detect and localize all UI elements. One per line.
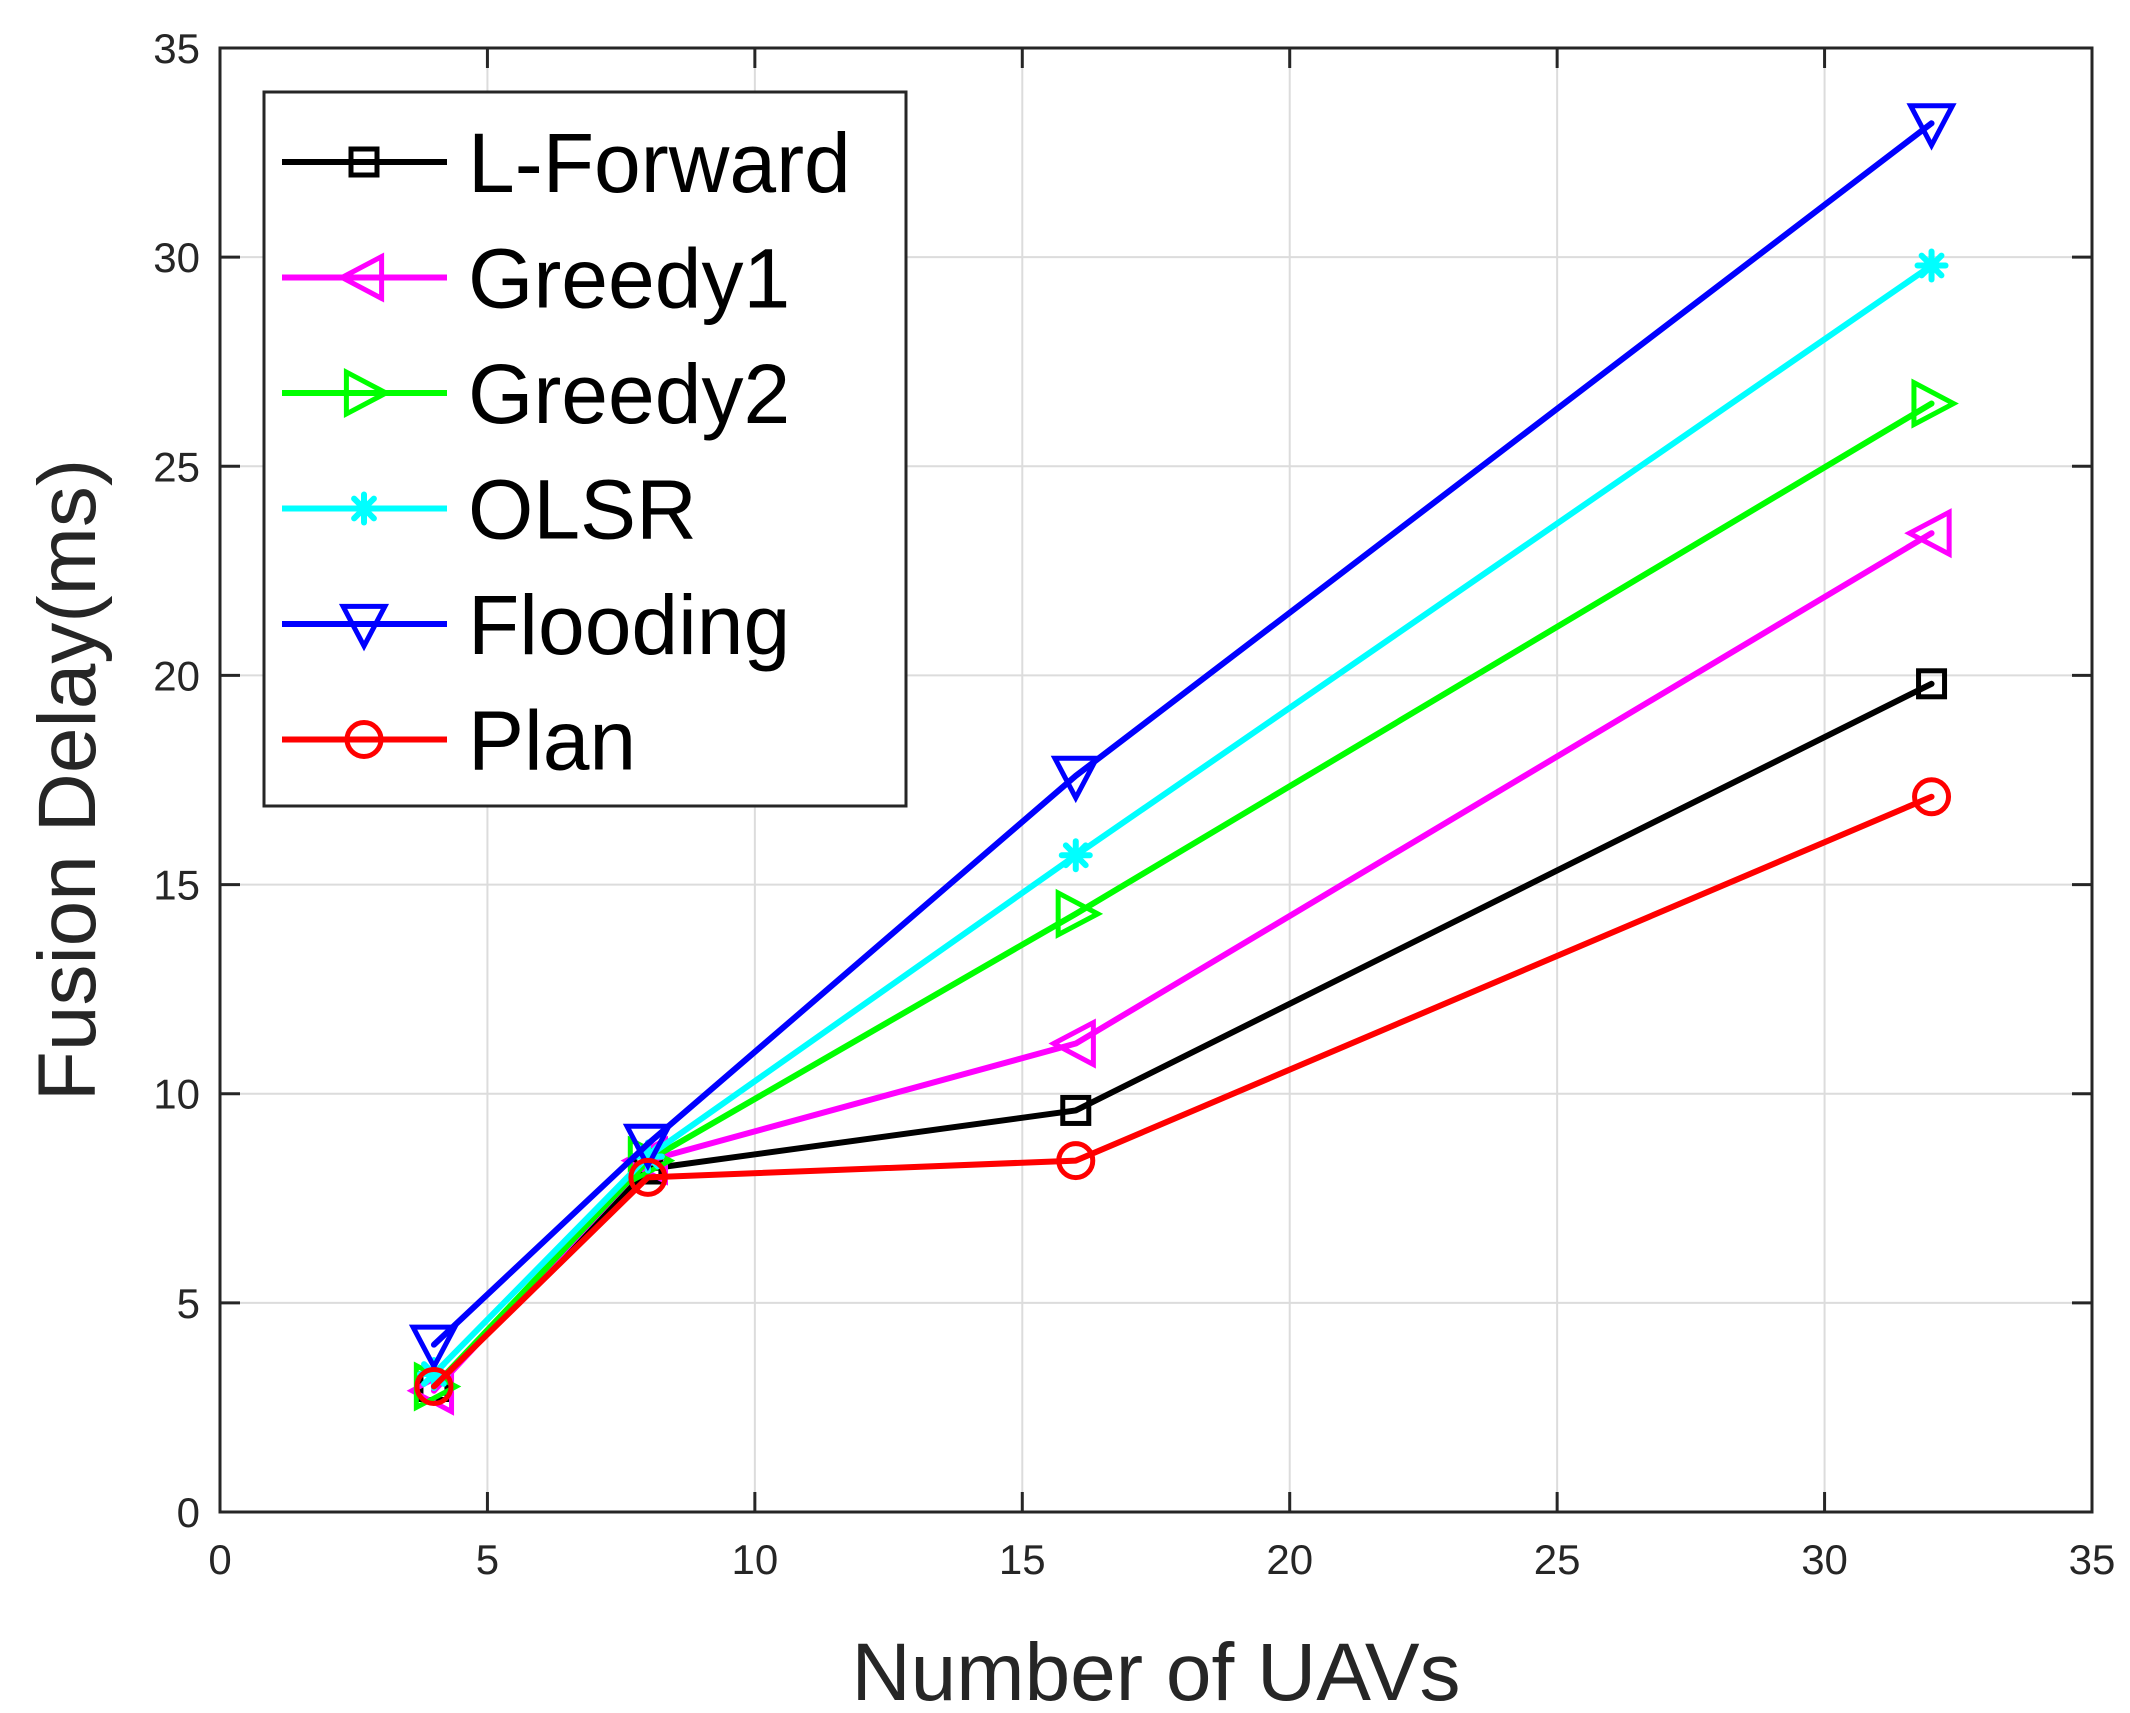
legend-label-flooding: Flooding <box>468 578 790 672</box>
legend-marker-olsr <box>347 491 381 526</box>
marker-center <box>1068 848 1083 863</box>
legend-marker-flooding <box>338 603 390 652</box>
x-tick-label: 20 <box>1266 1536 1313 1583</box>
data-point-l-forward <box>1916 668 1948 700</box>
legend: L-Forward Greedy1 Greedy2 OLSR Flooding Plan <box>262 90 908 808</box>
data-point-flooding <box>622 1123 673 1172</box>
plot-frame <box>218 46 2094 1514</box>
series-line-greedy2 <box>430 400 1935 1390</box>
legend-box <box>262 90 908 808</box>
series-flooding <box>408 103 1957 1373</box>
x-tick-label: 30 <box>1801 1536 1848 1583</box>
series-line-olsr <box>430 262 1935 1377</box>
legend-entry-plan: Plan <box>282 694 636 788</box>
y-tick-label: 30 <box>153 234 200 281</box>
legend-label-olsr: OLSR <box>468 463 697 557</box>
y-tick-label: 5 <box>177 1280 200 1327</box>
x-axis-title: Number of UAVs <box>851 1627 1460 1713</box>
data-point-plan <box>628 1157 668 1197</box>
data-point-plan <box>414 1367 454 1407</box>
data-point-greedy2 <box>1911 378 1959 429</box>
x-tick-label: 15 <box>999 1536 1046 1583</box>
data-point-olsr <box>1058 838 1093 873</box>
x-tick-label: 10 <box>731 1536 778 1583</box>
series-olsr <box>416 248 1949 1391</box>
legend-marker-greedy1 <box>336 252 385 303</box>
data-point-plan <box>1056 1141 1096 1181</box>
data-point-greedy1 <box>1904 508 1952 559</box>
legend-entry-flooding: Flooding <box>282 578 790 672</box>
data-point-greedy2 <box>1055 888 1104 939</box>
legend-entry-l-forward: L-Forward <box>282 116 851 210</box>
tick-labels: 0 5 10 15 20 25 30 35 0 5 10 15 20 25 30 35 <box>153 25 2115 1583</box>
data-point-olsr <box>1914 248 1949 283</box>
y-tick-label: 15 <box>153 862 200 909</box>
y-axis-title: Fusion Delay(ms) <box>22 459 113 1101</box>
data-point-greedy1 <box>1048 1018 1096 1069</box>
legend-marker-greedy2 <box>343 367 392 419</box>
data-point-plan <box>1912 777 1952 817</box>
y-tick-label: 20 <box>153 652 200 699</box>
legend-entry-olsr: OLSR <box>282 463 697 557</box>
legend-marker-plan <box>344 720 384 759</box>
x-tick-label: 25 <box>1534 1536 1581 1583</box>
legend-label-l-forward: L-Forward <box>468 116 851 210</box>
data-point-l-forward <box>1060 1094 1092 1126</box>
series-layer <box>406 103 1959 1416</box>
axis-ticks <box>218 46 2094 1514</box>
marker-center <box>1924 258 1939 273</box>
y-tick-label: 35 <box>153 25 200 72</box>
legend-entry-greedy2: Greedy2 <box>282 347 790 441</box>
series-line-flooding <box>430 120 1935 1348</box>
y-tick-label: 10 <box>153 1071 200 1118</box>
x-tick-label: 35 <box>2069 1536 2116 1583</box>
legend-marker-l-forward <box>348 146 380 178</box>
legend-entry-greedy1: Greedy1 <box>282 232 790 326</box>
y-tick-label: 0 <box>177 1489 200 1536</box>
legend-label-plan: Plan <box>468 694 636 788</box>
y-tick-label: 25 <box>153 443 200 490</box>
legend-label-greedy1: Greedy1 <box>468 232 790 326</box>
x-tick-label: 0 <box>208 1536 231 1583</box>
series-plan <box>414 777 1952 1407</box>
data-point-flooding <box>1050 755 1101 804</box>
data-point-flooding <box>408 1324 459 1373</box>
series-line-plan <box>430 793 1935 1390</box>
legend-label-greedy2: Greedy2 <box>468 347 790 441</box>
x-tick-label: 5 <box>476 1536 499 1583</box>
grid <box>220 48 2092 1512</box>
data-point-flooding <box>1906 103 1957 151</box>
marker-center <box>357 501 371 516</box>
